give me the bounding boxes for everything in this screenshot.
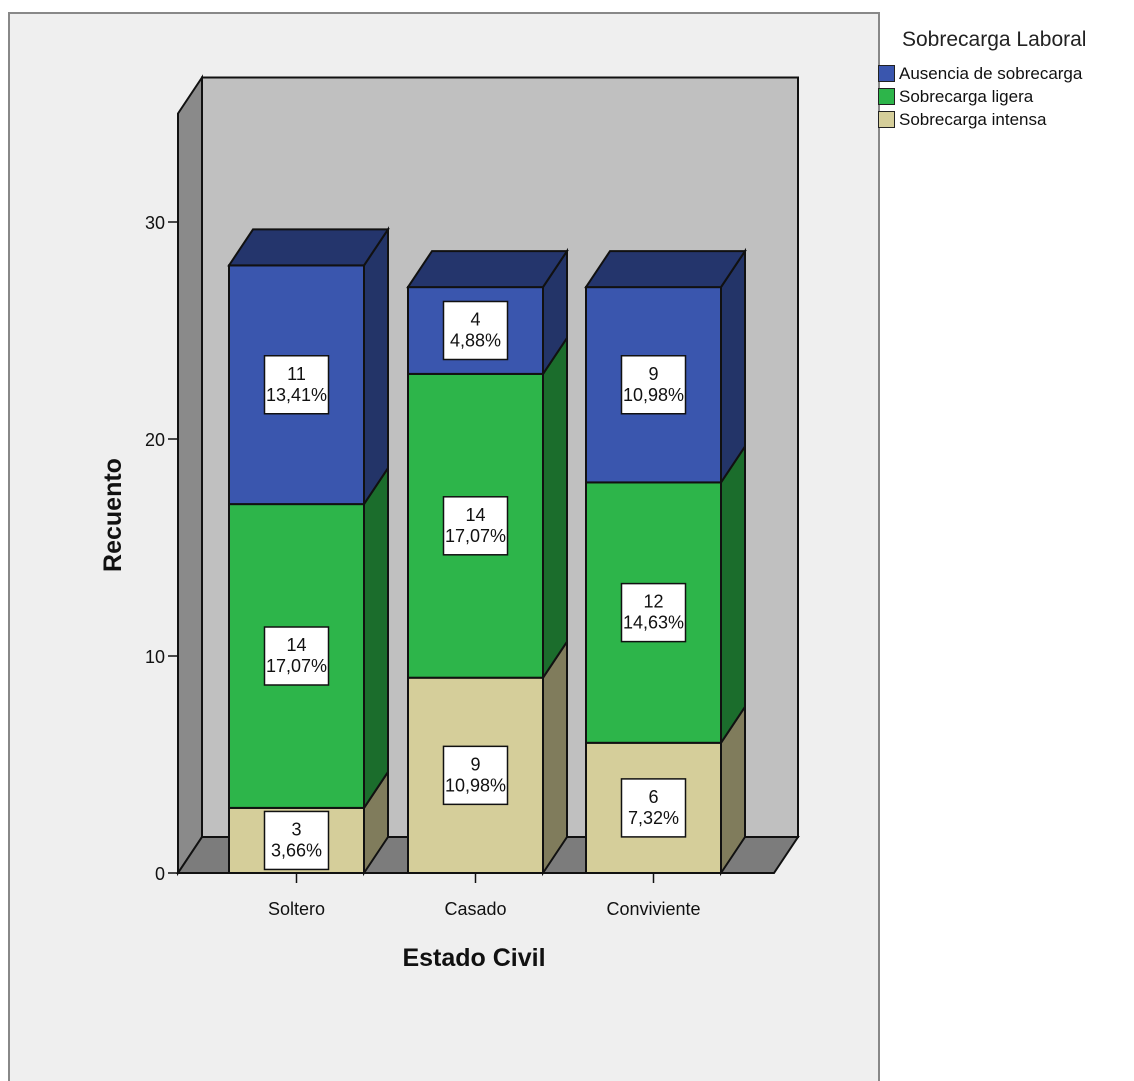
data-label-count: 9	[470, 754, 480, 774]
data-label-count: 14	[286, 635, 306, 655]
data-label-count: 6	[648, 787, 658, 807]
data-label-percent: 3,66%	[271, 840, 322, 860]
data-label-percent: 7,32%	[628, 808, 679, 828]
legend: Sobrecarga Laboral Ausencia de sobrecarg…	[878, 28, 1134, 131]
legend-label: Sobrecarga ligera	[899, 86, 1034, 106]
data-label-count: 9	[648, 364, 658, 384]
data-label-count: 3	[291, 819, 301, 839]
left-wall	[177, 74, 203, 877]
bar-top-face	[584, 250, 747, 289]
data-label-box	[442, 300, 509, 361]
bar-top-face	[227, 228, 390, 267]
legend-label: Ausencia de sobrecarga	[899, 63, 1083, 83]
bar-top-face	[406, 250, 569, 289]
bar-segment-side	[542, 638, 568, 877]
data-label-percent: 10,98%	[623, 385, 684, 405]
x-axis-label: Estado Civil	[402, 944, 545, 972]
y-axis-label: Recuento	[99, 458, 127, 572]
bar-segment-side	[542, 334, 568, 682]
y-tick-label: 30	[145, 213, 165, 233]
data-label-count: 11	[287, 364, 306, 384]
data-label-count: 4	[470, 310, 480, 330]
bar-segment-side	[363, 464, 389, 812]
legend-item: Sobrecarga ligera	[878, 85, 1134, 108]
data-label-box	[620, 355, 687, 415]
legend-label: Sobrecarga intensa	[899, 109, 1047, 129]
bar-segment-side	[720, 247, 746, 486]
legend-rows: Ausencia de sobrecarga Sobrecarga ligera S…	[878, 62, 1134, 131]
y-tick-label: 10	[145, 647, 165, 667]
legend-title: Sobrecarga Laboral	[902, 28, 1087, 51]
data-label-percent: 10,98%	[445, 775, 506, 795]
y-tick-label: 0	[155, 864, 165, 884]
data-label-box	[442, 745, 509, 806]
x-tick-label: Conviviente	[606, 899, 700, 919]
y-tick-label: 20	[145, 430, 165, 450]
legend-swatch	[878, 88, 895, 105]
data-label-box	[263, 626, 330, 686]
data-label-percent: 4,88%	[450, 331, 501, 351]
data-label-percent: 13,41%	[266, 385, 327, 405]
data-label-count: 12	[643, 592, 663, 612]
legend-item: Ausencia de sobrecarga	[878, 62, 1134, 85]
legend-swatch	[878, 65, 895, 82]
data-label-box	[263, 810, 330, 871]
data-label-percent: 17,07%	[266, 656, 327, 676]
chart-plot: 0102030Recuento33,66%1417,07%1113,41%Sol…	[99, 74, 800, 972]
data-label-count: 14	[465, 505, 485, 525]
bar-segment-side	[720, 443, 746, 747]
x-tick-label: Casado	[444, 899, 506, 919]
data-label-percent: 14,63%	[623, 613, 684, 633]
data-label-box	[263, 355, 330, 415]
data-label-box	[620, 582, 687, 643]
legend-item: Sobrecarga intensa	[878, 108, 1134, 131]
data-label-percent: 17,07%	[445, 526, 506, 546]
data-label-box	[442, 496, 509, 556]
bar-segment-side	[363, 226, 389, 508]
data-label-box	[620, 778, 687, 838]
x-tick-label: Soltero	[268, 899, 325, 919]
legend-swatch	[878, 111, 895, 128]
